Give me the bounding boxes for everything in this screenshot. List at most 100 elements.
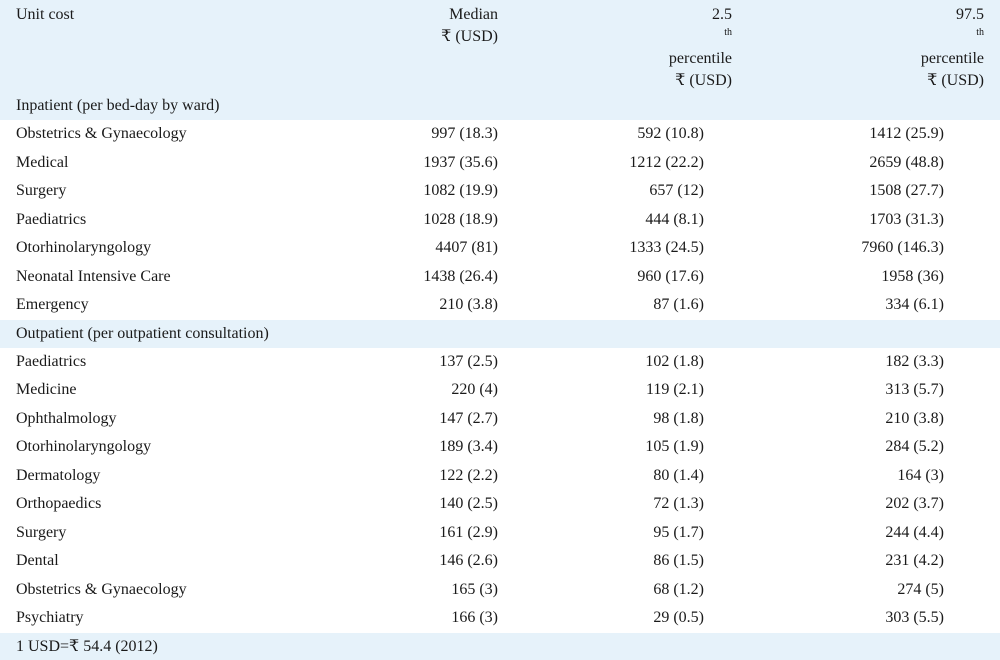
row-p97-5th: 334 (6.1) [885, 296, 944, 314]
header-p97-sup: th [976, 27, 984, 38]
row-median: 210 (3.8) [439, 296, 498, 314]
row-median: 166 (3) [451, 609, 498, 627]
section-outpatient-label: Outpatient (per outpatient consultation) [0, 319, 1000, 348]
row-p97-5th: 1958 (36) [881, 267, 944, 285]
header-p2-title: 2.5 th percentile [580, 4, 732, 70]
row-name: Surgery [16, 182, 67, 200]
row-median: 997 (18.3) [431, 125, 498, 143]
footnote: 1 USD=₹ 54.4 (2012) [0, 632, 1000, 660]
row-name: Dermatology [16, 466, 101, 484]
row-p2-5th: 72 (1.3) [653, 495, 704, 513]
header-p97: 97.5 th percentile ₹ (USD) [792, 0, 1000, 92]
row-median: 1937 (35.6) [423, 153, 498, 171]
footnote-row: 1 USD=₹ 54.4 (2012) [0, 632, 1000, 660]
row-median: 137 (2.5) [439, 352, 498, 370]
row-p97-5th: 284 (5.2) [885, 438, 944, 456]
row-p2-5th: 657 (12) [649, 182, 704, 200]
header-p2-unit: ₹ (USD) [675, 72, 732, 89]
row-name: Paediatrics [16, 352, 87, 370]
table-row: Obstetrics & Gynaecology 997 (18.3) 592 (1… [0, 120, 1000, 149]
row-median: 122 (2.2) [439, 466, 498, 484]
table-row: Medical 1937 (35.6) 1212 (22.2) 2659 (48.8) [0, 149, 1000, 178]
row-p2-5th: 86 (1.5) [653, 552, 704, 570]
row-p97-5th: 1412 (25.9) [869, 125, 944, 143]
row-median: 1082 (19.9) [423, 182, 498, 200]
header-row: Unit cost Median ₹ (USD) 2.5 th percentil… [0, 0, 1000, 92]
table-row: Surgery 161 (2.9) 95 (1.7) 244 (4.4) [0, 519, 1000, 548]
row-p2-5th: 87 (1.6) [653, 296, 704, 314]
section-outpatient: Outpatient (per outpatient consultation) [0, 319, 1000, 348]
table-row: Dental 146 (2.6) 86 (1.5) 231 (4.2) [0, 547, 1000, 576]
table-row: Medicine 220 (4) 119 (2.1) 313 (5.7) [0, 376, 1000, 405]
header-unit-cost: Unit cost [0, 0, 370, 92]
row-median: 146 (2.6) [439, 552, 498, 570]
row-median: 165 (3) [451, 580, 498, 598]
header-median-title: Median [449, 6, 498, 23]
row-name: Dental [16, 552, 59, 570]
row-p97-5th: 164 (3) [897, 466, 944, 484]
header-median: Median ₹ (USD) [370, 0, 580, 92]
row-p97-5th: 182 (3.3) [885, 352, 944, 370]
row-median: 161 (2.9) [439, 523, 498, 541]
row-name: Paediatrics [16, 210, 87, 228]
row-p2-5th: 960 (17.6) [637, 267, 704, 285]
row-p2-5th: 29 (0.5) [653, 609, 704, 627]
row-p2-5th: 444 (8.1) [645, 210, 704, 228]
table-row: Otorhinolaryngology 4407 (81) 1333 (24.5) 7… [0, 234, 1000, 263]
row-p97-5th: 231 (4.2) [885, 552, 944, 570]
table-row: Obstetrics & Gynaecology 165 (3) 68 (1.2) 2… [0, 576, 1000, 605]
header-p97-word: percentile [920, 50, 984, 67]
row-p97-5th: 7960 (146.3) [861, 239, 944, 257]
section-inpatient-label: Inpatient (per bed-day by ward) [0, 92, 1000, 120]
row-median: 1028 (18.9) [423, 210, 498, 228]
table-row: Ophthalmology 147 (2.7) 98 (1.8) 210 (3.8) [0, 405, 1000, 434]
section-inpatient: Inpatient (per bed-day by ward) [0, 92, 1000, 120]
row-p2-5th: 102 (1.8) [645, 352, 704, 370]
row-name: Medicine [16, 381, 77, 399]
row-name: Otorhinolaryngology [16, 239, 152, 257]
row-name: Medical [16, 153, 69, 171]
row-p97-5th: 2659 (48.8) [869, 153, 944, 171]
table-row: Psychiatry 166 (3) 29 (0.5) 303 (5.5) [0, 604, 1000, 633]
row-name: Orthopaedics [16, 495, 102, 513]
row-name: Surgery [16, 523, 67, 541]
header-p97-unit: ₹ (USD) [927, 72, 984, 89]
row-name: Ophthalmology [16, 409, 117, 427]
row-p2-5th: 95 (1.7) [653, 523, 704, 541]
row-p2-5th: 1333 (24.5) [629, 239, 704, 257]
table-row: Otorhinolaryngology 189 (3.4) 105 (1.9) 284… [0, 433, 1000, 462]
row-p97-5th: 244 (4.4) [885, 523, 944, 541]
row-name: Emergency [16, 296, 89, 314]
row-p97-5th: 313 (5.7) [885, 381, 944, 399]
row-median: 189 (3.4) [439, 438, 498, 456]
row-median: 1438 (26.4) [423, 267, 498, 285]
header-p2-sup: th [724, 27, 732, 38]
table-row: Surgery 1082 (19.9) 657 (12) 1508 (27.7) [0, 177, 1000, 206]
table-row: Paediatrics 1028 (18.9) 444 (8.1) 1703 (31.… [0, 206, 1000, 235]
header-p2: 2.5 th percentile ₹ (USD) [580, 0, 792, 92]
row-name: Otorhinolaryngology [16, 438, 152, 456]
row-name: Obstetrics & Gynaecology [16, 125, 187, 143]
row-median: 220 (4) [451, 381, 498, 399]
row-p97-5th: 202 (3.7) [885, 495, 944, 513]
row-p2-5th: 592 (10.8) [637, 125, 704, 143]
row-p97-5th: 303 (5.5) [885, 609, 944, 627]
table-body: Inpatient (per bed-day by ward) Obstetri… [0, 92, 1000, 660]
table-row: Dermatology 122 (2.2) 80 (1.4) 164 (3) [0, 462, 1000, 491]
row-median: 147 (2.7) [439, 409, 498, 427]
row-p2-5th: 68 (1.2) [653, 580, 704, 598]
header-median-unit: ₹ (USD) [441, 28, 498, 45]
header-p2-word: percentile [668, 50, 732, 67]
row-p97-5th: 1508 (27.7) [869, 182, 944, 200]
row-p2-5th: 80 (1.4) [653, 466, 704, 484]
header-p97-number: 97.5 [956, 6, 984, 23]
table-row: Emergency 210 (3.8) 87 (1.6) 334 (6.1) [0, 291, 1000, 320]
header-p2-number: 2.5 [712, 6, 732, 23]
table-row: Orthopaedics 140 (2.5) 72 (1.3) 202 (3.7) [0, 490, 1000, 519]
row-name: Neonatal Intensive Care [16, 267, 171, 285]
row-p2-5th: 1212 (22.2) [629, 153, 704, 171]
row-name: Obstetrics & Gynaecology [16, 580, 187, 598]
row-p97-5th: 1703 (31.3) [869, 210, 944, 228]
